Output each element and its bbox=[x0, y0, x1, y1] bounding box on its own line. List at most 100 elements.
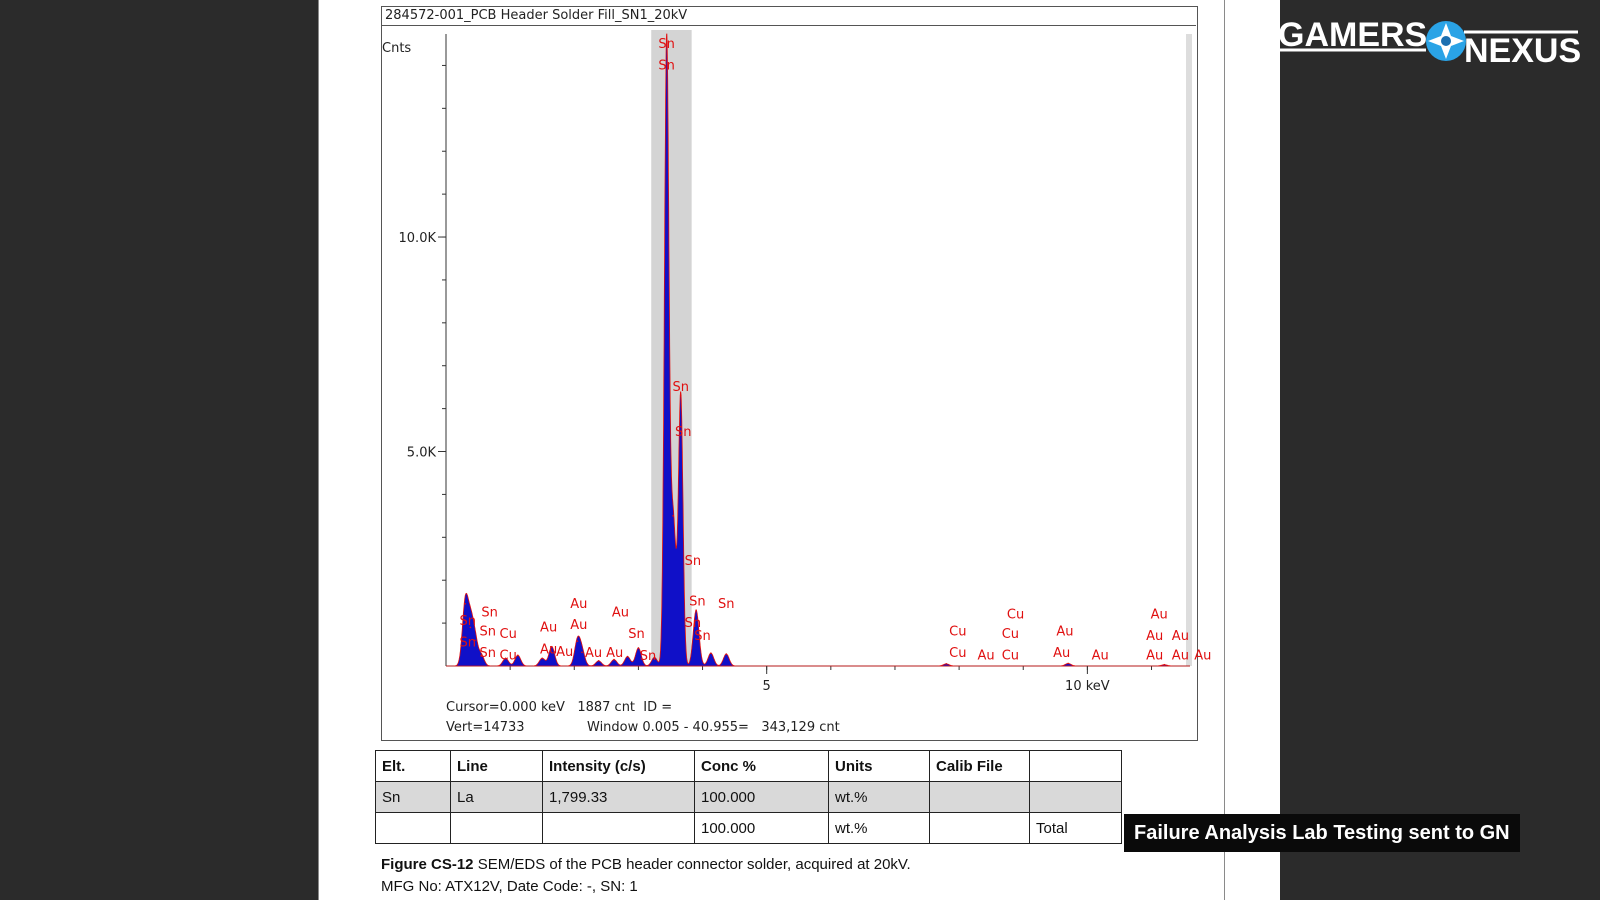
page-right-edge bbox=[1224, 0, 1225, 900]
spectrum-peak bbox=[695, 609, 697, 612]
spectrum-area bbox=[446, 33, 1190, 667]
peak-label: Sn bbox=[675, 425, 692, 440]
lower-third-caption: Failure Analysis Lab Testing sent to GN bbox=[1124, 814, 1520, 852]
peak-label: Cu bbox=[500, 648, 517, 663]
peak-label: Cu bbox=[1002, 648, 1019, 663]
spectrum-peak bbox=[474, 639, 476, 642]
peak-label: Au bbox=[1172, 629, 1189, 644]
peak-label: Au bbox=[1146, 648, 1163, 663]
peak-label: Au bbox=[977, 648, 994, 663]
spectrum-peak bbox=[551, 645, 553, 648]
cell-elt bbox=[375, 812, 451, 844]
peak-label: Sn bbox=[658, 58, 675, 73]
spectrum-peak bbox=[945, 663, 948, 665]
peak-label: Au bbox=[585, 646, 602, 661]
peak-label: Sn bbox=[694, 629, 711, 644]
peak-label: Sn bbox=[460, 614, 477, 629]
chart-title: 284572-001_PCB Header Solder Fill_SN1_20… bbox=[381, 6, 1196, 26]
results-table: Elt. Line Intensity (c/s) Conc % Units C… bbox=[375, 750, 1122, 844]
cell-line: La bbox=[450, 781, 543, 813]
spectrum-peak bbox=[517, 654, 519, 657]
peak-label: Sn bbox=[685, 554, 702, 569]
cell-intensity bbox=[542, 812, 695, 844]
spectrum-peak bbox=[1067, 662, 1069, 665]
spectrum-peak bbox=[637, 647, 640, 649]
spectrum-peak bbox=[725, 653, 728, 655]
x-tick-label: 10 keV bbox=[1065, 679, 1110, 694]
peak-label: Sn bbox=[718, 597, 735, 612]
spectrum-peak bbox=[541, 657, 544, 660]
peak-label: Au bbox=[1194, 648, 1211, 663]
peak-label: Au bbox=[1053, 646, 1070, 661]
peak-label: Au bbox=[1151, 608, 1168, 623]
logo-text-right: NEXUS bbox=[1464, 32, 1581, 70]
spectrum-peak bbox=[469, 626, 472, 629]
spectrum-peak bbox=[679, 394, 682, 397]
peak-label: Sn bbox=[689, 595, 706, 610]
peak-label: Sn bbox=[460, 635, 477, 650]
page-left-edge bbox=[318, 0, 319, 900]
cell-elt: Sn bbox=[375, 781, 451, 813]
cell-total-label: Total bbox=[1029, 812, 1122, 844]
cell-conc: 100.000 bbox=[694, 812, 829, 844]
cell-units: wt.% bbox=[828, 781, 930, 813]
peak-label: Sn bbox=[685, 616, 702, 631]
table-row-total: 100.000 wt.% Total bbox=[375, 812, 1122, 844]
peak-label: Cu bbox=[949, 625, 966, 640]
y-tick-label: 10.0K bbox=[399, 231, 437, 246]
spectrum-peak bbox=[1163, 663, 1166, 666]
peak-label: Au bbox=[606, 646, 623, 661]
figure-caption: Figure CS-12 SEM/EDS of the PCB header c… bbox=[381, 854, 911, 898]
spectrum-peak bbox=[581, 651, 583, 654]
peak-label: Sn bbox=[640, 649, 657, 664]
peak-label: Au bbox=[1146, 629, 1163, 644]
peak-label: Sn bbox=[481, 605, 498, 620]
gamersnexus-logo: GAMERS NEXUS bbox=[1278, 16, 1581, 70]
table-header-row: Elt. Line Intensity (c/s) Conc % Units C… bbox=[375, 750, 1122, 782]
cell-conc: 100.000 bbox=[694, 781, 829, 813]
spectrum-peak bbox=[480, 654, 483, 657]
vert-readout: Vert=14733 bbox=[446, 720, 525, 735]
spectrum-peak bbox=[597, 660, 600, 662]
peak-label: Au bbox=[540, 620, 557, 635]
peak-label: Au bbox=[612, 605, 629, 620]
peak-label: Au bbox=[570, 597, 587, 612]
window-readout: Window 0.005 - 40.955= 343,129 cnt bbox=[587, 720, 840, 735]
header-calib-file: Calib File bbox=[929, 750, 1030, 782]
cell-intensity: 1,799.33 bbox=[542, 781, 695, 813]
caption-figure-number: Figure CS-12 bbox=[381, 856, 474, 873]
header-conc: Conc % bbox=[694, 750, 829, 782]
spectrum-peak bbox=[504, 657, 507, 660]
peak-label: Cu bbox=[1002, 627, 1019, 642]
table-row: Sn La 1,799.33 100.000 wt.% bbox=[375, 781, 1122, 813]
cursor-readout: Cursor=0.000 keV 1887 cnt ID = bbox=[446, 700, 673, 715]
caption-text: SEM/EDS of the PCB header connector sold… bbox=[473, 856, 911, 873]
peak-label: Au bbox=[540, 643, 557, 658]
peak-label: Sn bbox=[658, 37, 675, 52]
header-elt: Elt. bbox=[375, 750, 451, 782]
peak-label: Sn bbox=[479, 625, 496, 640]
spectrum-peak bbox=[672, 515, 674, 517]
peak-label: Au bbox=[570, 618, 587, 633]
peak-label: Sn bbox=[479, 646, 496, 661]
header-intensity: Intensity (c/s) bbox=[542, 750, 695, 782]
header-line: Line bbox=[450, 750, 543, 782]
cell-units: wt.% bbox=[828, 812, 930, 844]
peak-label: Au bbox=[1092, 648, 1109, 663]
spectrum-peak bbox=[576, 640, 579, 642]
spectrum-peak bbox=[613, 658, 615, 661]
cell-calib bbox=[929, 781, 1030, 813]
peak-label: Au bbox=[556, 645, 573, 660]
peak-label: Au bbox=[1056, 625, 1073, 640]
peak-label: Cu bbox=[949, 646, 966, 661]
peak-label: Sn bbox=[672, 380, 689, 395]
spectrum-peak bbox=[710, 652, 712, 654]
spectrum-peak bbox=[653, 656, 656, 659]
y-axis-label: Cnts bbox=[382, 41, 411, 56]
spectrum-peak bbox=[464, 602, 467, 605]
peak-label: Au bbox=[1172, 648, 1189, 663]
peak-label: Cu bbox=[1007, 608, 1024, 623]
logo-text-left: GAMERS bbox=[1278, 16, 1427, 54]
x-tick-label: 5 bbox=[763, 679, 771, 694]
